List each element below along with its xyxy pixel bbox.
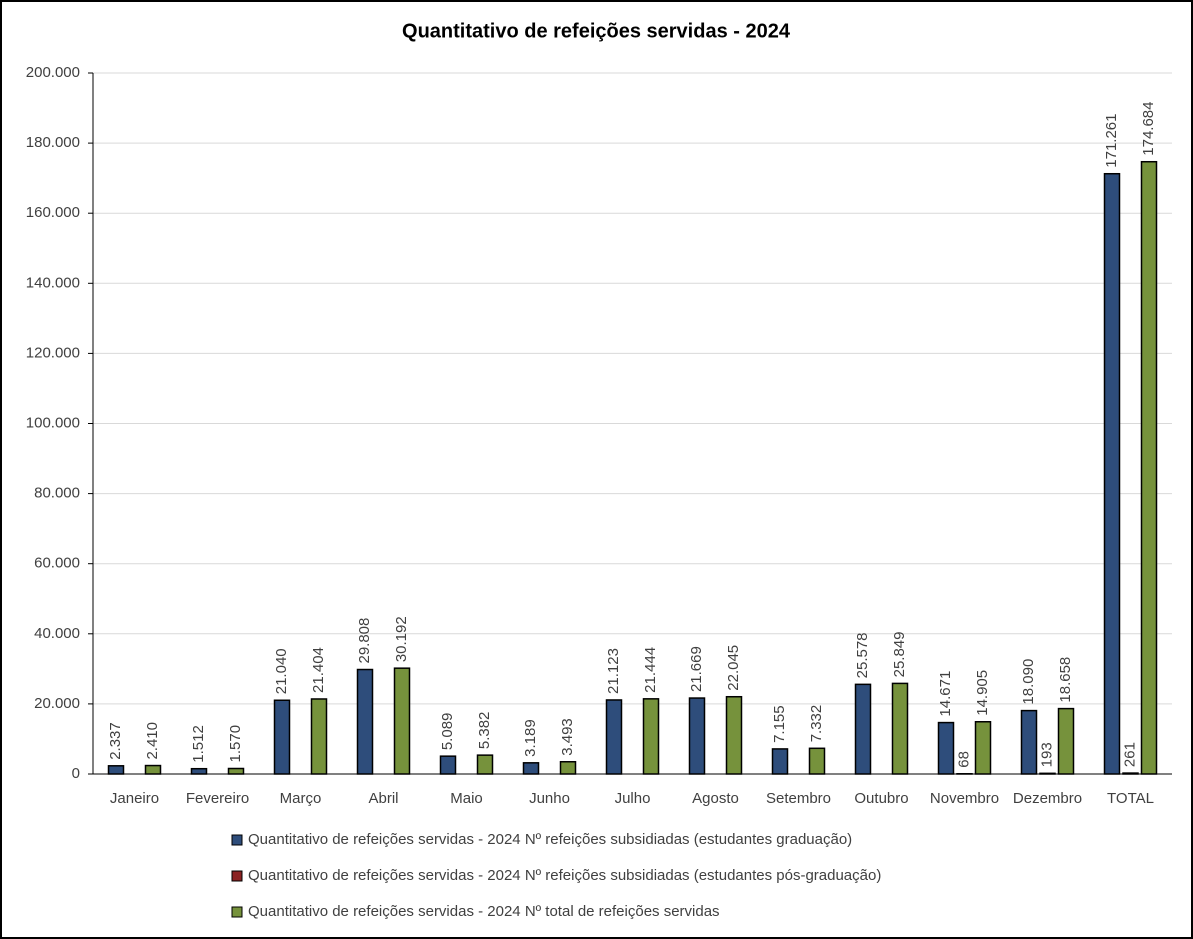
x-tick-label: Fevereiro — [186, 790, 249, 807]
chart-title: Quantitativo de refeições servidas - 202… — [402, 20, 791, 42]
value-label: 18.090 — [1020, 659, 1037, 705]
y-tick-label: 120.000 — [26, 344, 80, 361]
value-label: 5.382 — [476, 712, 493, 750]
legend-swatch — [231, 834, 243, 846]
x-tick-label: Março — [280, 790, 322, 807]
legend-label: Quantitativo de refeições servidas - 202… — [248, 903, 720, 920]
legend-swatch — [231, 870, 243, 882]
bar — [1122, 772, 1139, 775]
bar — [1140, 160, 1158, 775]
value-label: 18.658 — [1057, 657, 1074, 703]
value-label: 21.040 — [273, 648, 290, 694]
bar — [808, 747, 826, 775]
value-label: 2.337 — [107, 722, 124, 760]
value-label: 21.444 — [642, 647, 659, 693]
value-label: 3.189 — [522, 719, 539, 757]
legend-label: Quantitativo de refeições servidas - 202… — [248, 867, 881, 884]
value-label: 21.669 — [688, 646, 705, 692]
value-label: 21.123 — [605, 648, 622, 694]
bar — [227, 767, 245, 775]
x-tick-label: TOTAL — [1107, 790, 1154, 807]
y-tick-label: 20.000 — [34, 695, 80, 712]
y-tick-label: 80.000 — [34, 485, 80, 502]
value-label: 68 — [955, 751, 972, 768]
bar — [1039, 772, 1056, 775]
bar — [476, 754, 494, 775]
value-label: 30.192 — [393, 616, 410, 662]
value-label: 261 — [1121, 742, 1138, 767]
value-label: 25.849 — [891, 632, 908, 678]
bar — [107, 765, 125, 775]
bar — [439, 755, 457, 775]
value-label: 3.493 — [559, 718, 576, 756]
x-tick-label: Dezembro — [1013, 790, 1082, 807]
bar — [725, 695, 743, 775]
value-label: 25.578 — [854, 632, 871, 678]
y-tick-label: 180.000 — [26, 134, 80, 151]
bar — [771, 748, 789, 775]
value-label: 171.261 — [1103, 113, 1120, 167]
value-label: 22.045 — [725, 645, 742, 691]
bar — [393, 667, 411, 775]
bar — [144, 764, 162, 775]
legend-label: Quantitativo de refeições servidas - 202… — [248, 831, 852, 848]
x-tick-label: Outubro — [854, 790, 908, 807]
x-tick-label: Abril — [368, 790, 398, 807]
legend-swatch — [231, 906, 243, 918]
bar — [1057, 707, 1075, 775]
x-tick-label: Janeiro — [110, 790, 159, 807]
y-tick-label: 140.000 — [26, 274, 80, 291]
bar — [937, 721, 955, 775]
bar — [974, 721, 992, 775]
bar — [688, 697, 706, 775]
bar — [190, 767, 208, 775]
x-tick-label: Julho — [615, 790, 651, 807]
bar — [273, 699, 291, 775]
x-tick-label: Maio — [450, 790, 483, 807]
y-tick-label: 60.000 — [34, 555, 80, 572]
y-tick-label: 200.000 — [26, 64, 80, 81]
bar — [356, 668, 374, 775]
bar — [854, 683, 872, 775]
value-label: 29.808 — [356, 618, 373, 664]
value-label: 7.155 — [771, 705, 788, 743]
bar — [559, 761, 577, 775]
value-label: 21.404 — [310, 647, 327, 693]
y-tick-label: 0 — [72, 765, 80, 782]
value-label: 7.332 — [808, 705, 825, 743]
value-label: 193 — [1038, 742, 1055, 767]
value-label: 2.410 — [144, 722, 161, 760]
value-label: 14.671 — [937, 671, 954, 717]
x-tick-label: Setembro — [766, 790, 831, 807]
value-label: 1.512 — [190, 725, 207, 763]
bar — [310, 698, 328, 775]
value-label: 14.905 — [974, 670, 991, 716]
y-tick-label: 100.000 — [26, 414, 80, 431]
bar — [522, 762, 540, 775]
value-label: 5.089 — [439, 713, 456, 751]
value-label: 1.570 — [227, 725, 244, 763]
y-tick-label: 160.000 — [26, 204, 80, 221]
x-tick-label: Novembro — [930, 790, 999, 807]
bar — [1103, 172, 1121, 775]
x-tick-label: Agosto — [692, 790, 739, 807]
bar — [642, 698, 660, 775]
x-tick-label: Junho — [529, 790, 570, 807]
bar — [1020, 709, 1038, 775]
value-label: 174.684 — [1140, 101, 1157, 155]
bar — [891, 682, 909, 775]
bar — [605, 699, 623, 775]
y-tick-label: 40.000 — [34, 625, 80, 642]
